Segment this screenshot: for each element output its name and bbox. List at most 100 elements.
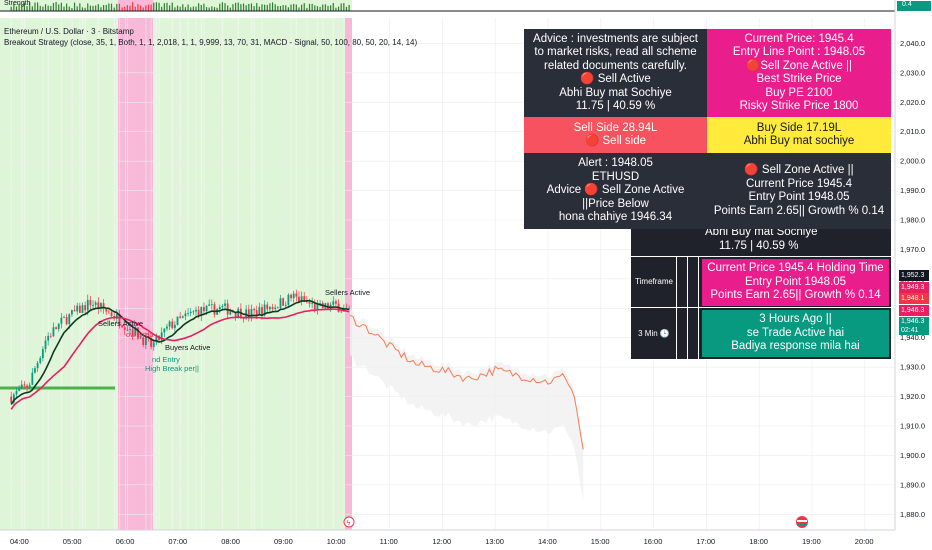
candle-body (118, 313, 121, 326)
x-tick-label: 19:00 (802, 537, 821, 546)
subpane-value: 0.4 (902, 1, 912, 8)
candle-body (55, 327, 57, 330)
advice-line: Advice : investments are subject (533, 32, 698, 45)
candle-body (60, 317, 63, 324)
ma-dark-line (10, 299, 350, 405)
strength-bar (330, 5, 332, 11)
x-tick-label: 05:00 (63, 537, 82, 546)
advice-line: 🔴 Sell Active (580, 73, 651, 85)
zone-stripe (187, 18, 189, 530)
annotation-sellers-active: Sellers Active (325, 288, 370, 297)
strength-bar (298, 7, 300, 11)
strength-bar (227, 5, 229, 11)
candle-body (150, 338, 153, 347)
zone-stripe (261, 18, 263, 530)
strength-bar (211, 6, 213, 11)
flag-icon-stripe-green (797, 523, 807, 525)
candle-body (261, 307, 263, 316)
zone-stripe (42, 18, 44, 530)
candle-body (73, 310, 76, 312)
strength-bar (158, 2, 160, 12)
candle-body (332, 301, 335, 305)
advice-panel: Advice : investments are subject to mark… (524, 29, 707, 117)
strength-bar (87, 3, 89, 11)
strength-bar (319, 6, 321, 11)
projection-band (350, 309, 584, 502)
candle-body (327, 303, 329, 309)
y-tick-label: 1,900.0 (900, 451, 925, 460)
zone-stripe (145, 18, 147, 530)
strength-bar (34, 2, 36, 12)
strength-bar (81, 7, 84, 11)
pink-zone (345, 18, 352, 530)
strength-bar (200, 4, 202, 11)
strength-bar (73, 2, 76, 11)
candle-body (179, 316, 182, 318)
min-cell (688, 308, 699, 359)
green-zone (0, 18, 118, 530)
time-axis: 04:00 05:00 06:00 07:00 08:00 09:00 10:00 11:00… (10, 537, 874, 546)
strength-bar (21, 4, 23, 11)
candle-body (287, 294, 290, 305)
zone-panel: 🔴 Sell Zone Active || Current Price 1945… (707, 153, 891, 229)
holding-panel: Current Price 1945.4 Holding Time Entry … (702, 259, 889, 306)
strength-bar (110, 3, 113, 12)
hours-line: 3 Hours Ago || (759, 313, 832, 326)
zone-line: 🔴 Sell Zone Active || (744, 164, 854, 176)
strength-bar (60, 2, 62, 11)
candle-body (68, 314, 71, 325)
candle-body (192, 311, 195, 313)
strength-bar (113, 7, 115, 11)
candle-body (171, 321, 174, 329)
candle-body (173, 324, 176, 329)
zone-stripe (97, 18, 100, 530)
candle-body (166, 326, 168, 329)
x-tick-label: 08:00 (221, 537, 240, 546)
candle-body (313, 302, 316, 310)
zone-stripe (71, 18, 73, 530)
candle-body (292, 293, 295, 299)
candle-body (105, 308, 108, 312)
strength-bar (274, 4, 276, 11)
zone-stripe (113, 18, 115, 530)
y-tick-label: 1,990.0 (900, 186, 925, 195)
strength-bar (184, 7, 187, 11)
strength-bar (134, 6, 136, 11)
strength-bar (198, 3, 200, 12)
strength-bar (187, 4, 189, 11)
y-tick-label: 2,020.0 (900, 98, 925, 107)
advice-line: 11.75 | 40.59 % (575, 100, 656, 112)
current-line: Buy PE 2100 (765, 86, 833, 99)
min-label: 3 Min 🕒 (632, 308, 677, 359)
partial-line: Abhi Buy mat Sochiye (705, 229, 818, 238)
candle-body (131, 329, 134, 336)
candle-body (282, 298, 285, 306)
price-label-2: 1,949.3 (899, 282, 929, 293)
x-tick-label: 18:00 (749, 537, 768, 546)
strength-bar (237, 2, 239, 11)
candle-body (47, 335, 50, 341)
strength-bar (264, 4, 266, 11)
chart-title[interactable]: Ethereum / U.S. Dollar · 3 · Bitstamp (4, 27, 134, 36)
candle-body (311, 302, 314, 304)
candle-body (224, 303, 226, 306)
strength-bar (23, 2, 25, 12)
projection-line (349, 314, 584, 450)
y-tick-label: 1,910.0 (900, 422, 925, 431)
advice-line: Abhi Buy mat Sochiye (559, 86, 672, 99)
strength-bar (47, 5, 49, 11)
hours-line: se Trade Active hai (746, 326, 845, 339)
price-label-last: 1,952.3 (899, 270, 929, 281)
candle-body (49, 335, 52, 337)
candle-body (250, 308, 253, 318)
y-tick-label: 2,030.0 (900, 68, 925, 77)
candle-body (203, 307, 205, 312)
strength-bar (52, 3, 55, 12)
indicator-settings[interactable]: Breakout Strategy (close, 35, 1, Both, 1… (4, 38, 418, 47)
candle-body (23, 384, 26, 386)
strength-bar (124, 6, 126, 11)
strength-bar (179, 6, 181, 11)
zone-stripe (10, 18, 12, 530)
candle-body (123, 327, 126, 330)
